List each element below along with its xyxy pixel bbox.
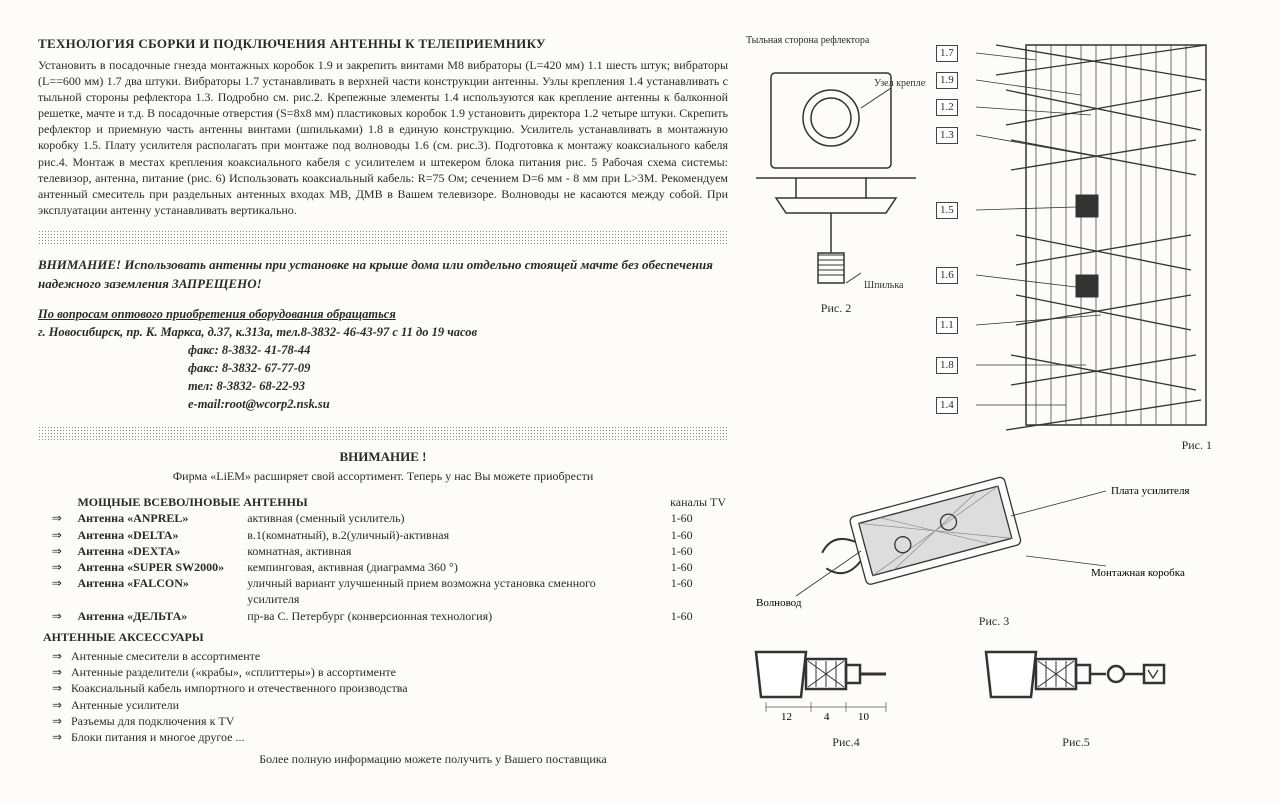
- table-row: ⇒Антенна «DELTA»в.1(комнатный), в.2(улич…: [38, 527, 728, 543]
- svg-text:Волновод: Волновод: [756, 597, 802, 609]
- figure-bottom-row: 12 4 10 Рис.4 Рис.5: [746, 637, 1242, 750]
- contact-block: По вопросам оптового приобретения оборуд…: [38, 305, 728, 414]
- warning-block: ВНИМАНИЕ! Использовать антенны при устан…: [38, 256, 728, 292]
- contact-header: По вопросам оптового приобретения оборуд…: [38, 305, 728, 323]
- antennas-head: МОЩНЫЕ ВСЕВОЛНОВЫЕ АНТЕННЫ: [75, 494, 635, 510]
- fig1-label: 1.5: [936, 202, 958, 219]
- svg-text:Узел крепления: Узел крепления: [874, 78, 926, 89]
- list-item: Разъемы для подключения к TV: [43, 713, 728, 729]
- figure-4: 12 4 10 Рис.4: [746, 637, 946, 750]
- fig1-label: 1.9: [936, 72, 958, 89]
- firm-intro: Фирма «LiEM» расширяет свой ассортимент.…: [38, 468, 728, 484]
- fig1-diagram: [936, 35, 1216, 435]
- attention-heading: ВНИМАНИЕ !: [38, 448, 728, 466]
- table-row: ⇒Антенна «DEXTA»комнатная, активная1-60: [38, 543, 728, 559]
- table-row: ⇒Антенна «SUPER SW2000»кемпинговая, акти…: [38, 559, 728, 575]
- fig4-caption: Рис.4: [746, 734, 946, 750]
- fig5-diagram: [976, 637, 1176, 732]
- body-paragraph: Установить в посадочные гнезда монтажных…: [38, 57, 728, 219]
- fig1-label: 1.8: [936, 357, 958, 374]
- fig2-caption: Рис. 2: [746, 300, 926, 316]
- table-row: ⇒Антенна «FALCON»уличный вариант улучшен…: [38, 575, 728, 607]
- antennas-table: МОЩНЫЕ ВСЕВОЛНОВЫЕ АНТЕННЫ каналы TV ⇒Ан…: [38, 494, 728, 624]
- table-row: ⇒Антенна «ДЕЛЬТА»пр-ва С. Петербург (кон…: [38, 608, 728, 624]
- svg-text:4: 4: [824, 711, 830, 723]
- accessories-head: АНТЕННЫЕ АКСЕССУАРЫ: [43, 629, 728, 645]
- fig3-caption: Рис. 3: [746, 613, 1242, 629]
- svg-text:Плата усилителя: Плата усилителя: [1111, 485, 1190, 497]
- list-item: Антенные усилители: [43, 697, 728, 713]
- fig1-label: 1.2: [936, 99, 958, 116]
- svg-text:10: 10: [858, 711, 870, 723]
- divider-dots: [38, 230, 728, 244]
- fig1-label: 1.3: [936, 127, 958, 144]
- figure-1: 1.7 1.9 1.2 1.3 1.5 1.6 1.1 1.8 1.4 Рис.…: [936, 35, 1242, 453]
- doc-title: ТЕХНОЛОГИЯ СБОРКИ И ПОДКЛЮЧЕНИЯ АНТЕННЫ …: [38, 35, 728, 53]
- contact-tel: тел: 8-3832- 68-22-93: [188, 377, 728, 395]
- channels-head: каналы TV: [635, 494, 728, 510]
- contact-fax2: факс: 8-3832- 67-77-09: [188, 359, 728, 377]
- fig5-caption: Рис.5: [976, 734, 1176, 750]
- svg-text:12: 12: [781, 711, 792, 723]
- fig4-diagram: 12 4 10: [746, 637, 946, 732]
- figure-5: Рис.5: [976, 637, 1176, 750]
- fig2-rear-label: Тыльная сторона рефлектора: [746, 35, 926, 46]
- list-item: Антенные смесители в ассортименте: [43, 648, 728, 664]
- contact-address: г. Новосибирск, пр. К. Маркса, д.37, к.3…: [38, 323, 728, 341]
- fig2-diagram: Узел крепления Шпилька: [746, 48, 926, 298]
- fig1-label: 1.6: [936, 267, 958, 284]
- table-row: ⇒Антенна «ANPREL»активная (сменный усили…: [38, 510, 728, 526]
- fig3-diagram: Волновод Плата усилителя Монтажная короб…: [746, 461, 1206, 611]
- divider-dots: [38, 426, 728, 440]
- contact-email: e-mail:root@wcorp2.nsk.su: [188, 395, 728, 413]
- svg-text:Шпилька: Шпилька: [864, 280, 904, 291]
- footer-note: Более полную информацию можете получить …: [38, 751, 728, 767]
- figure-3: Волновод Плата усилителя Монтажная короб…: [746, 461, 1242, 629]
- list-item: Антенные разделители («крабы», «сплиттер…: [43, 664, 728, 680]
- fig1-caption: Рис. 1: [936, 437, 1242, 453]
- fig1-label: 1.1: [936, 317, 958, 334]
- list-item: Коаксиальный кабель импортного и отечест…: [43, 680, 728, 696]
- accessories-list: Антенные смесители в ассортименте Антенн…: [38, 648, 728, 745]
- contact-fax1: факс: 8-3832- 41-78-44: [188, 341, 728, 359]
- figure-2: Тыльная сторона рефлектора Узел кре: [746, 35, 926, 316]
- fig1-label: 1.7: [936, 45, 958, 62]
- svg-text:Монтажная коробка: Монтажная коробка: [1091, 567, 1185, 579]
- list-item: Блоки питания и многое другое ...: [43, 729, 728, 745]
- fig1-label: 1.4: [936, 397, 958, 414]
